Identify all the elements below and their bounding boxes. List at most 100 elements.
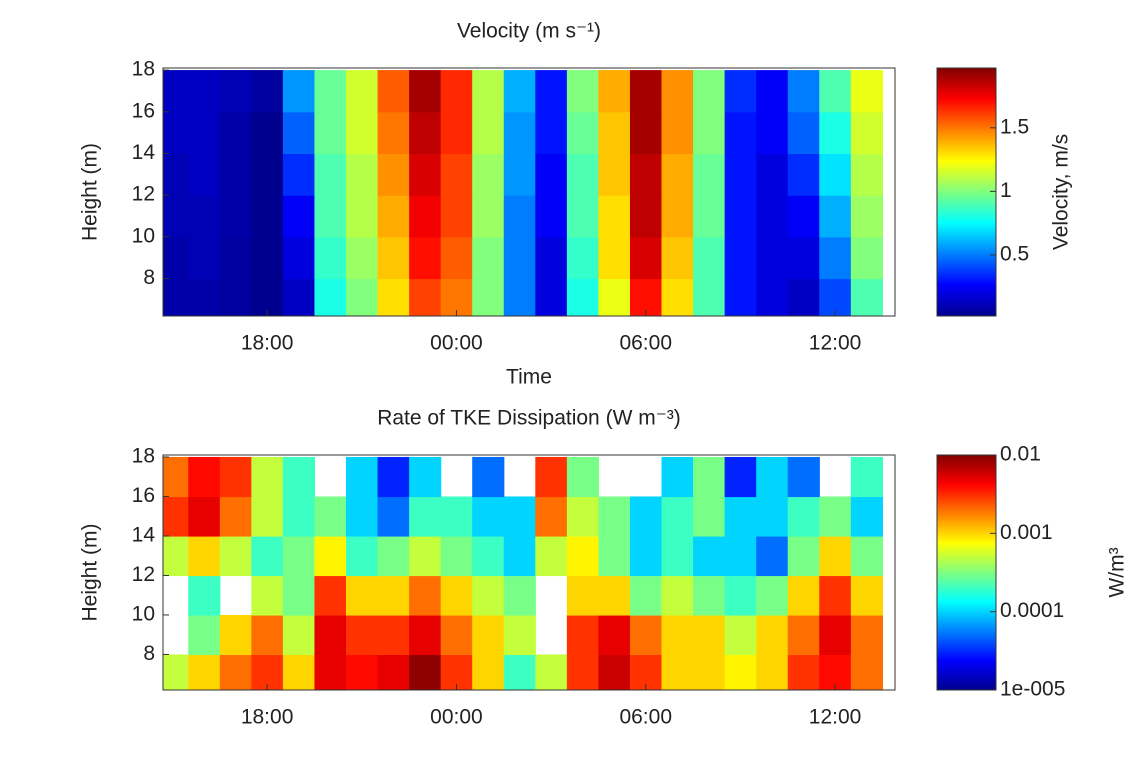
heatmap-cell [787, 614, 820, 656]
heatmap-cell [661, 111, 694, 155]
heatmap-cell [282, 575, 316, 616]
heatmap-cell [219, 153, 252, 196]
heatmap-cell [163, 654, 189, 690]
heatmap-cell [819, 195, 852, 238]
heatmap-cell [693, 236, 726, 280]
heatmap-cell [629, 153, 663, 196]
heatmap-cell [346, 111, 379, 155]
heatmap-cell [535, 278, 568, 316]
heatmap-cell [787, 575, 820, 616]
heatmap-cell [629, 278, 663, 316]
heatmap-cell [693, 111, 726, 155]
heatmap-cell [314, 535, 347, 577]
heatmap-cell [598, 111, 631, 155]
heatmap-cell [188, 278, 221, 316]
heatmap-cell [756, 496, 789, 537]
heatmap-cell [503, 111, 536, 155]
heatmap-cell [787, 70, 820, 113]
colorbar [936, 454, 997, 691]
heatmap-cell [282, 278, 316, 316]
heatmap-cell [440, 575, 473, 616]
heatmap-cell [819, 614, 852, 656]
heatmap-cell [251, 535, 284, 577]
heatmap-cell [440, 236, 473, 280]
heatmap-cell [598, 195, 631, 238]
heatmap-cell [472, 278, 505, 316]
x-axis-label: Time [506, 366, 552, 389]
plot-frame [162, 454, 896, 691]
heatmap-cell [787, 195, 820, 238]
heatmap-cell [409, 278, 442, 316]
heatmap-cell [598, 153, 631, 196]
x-tick-label: 00:00 [430, 706, 483, 729]
heatmap-cell [219, 456, 252, 498]
heatmap-cell [219, 236, 252, 280]
heatmap-cell [219, 278, 252, 316]
heatmap-cell [188, 496, 221, 537]
heatmap-cell [850, 614, 883, 656]
heatmap-cell [409, 575, 442, 616]
heatmap-cell [787, 236, 820, 280]
heatmap-cell [787, 111, 820, 155]
heatmap-cell [282, 70, 316, 113]
heatmap-cell [409, 111, 442, 155]
heatmap-cell [409, 654, 442, 690]
heatmap-cell [282, 195, 316, 238]
heatmap-cell [503, 614, 536, 656]
heatmap-cell [503, 278, 536, 316]
heatmap-cell [219, 654, 252, 690]
y-tick-label: 18 [132, 58, 155, 81]
heatmap-cell [629, 575, 663, 616]
heatmap-cell [409, 236, 442, 280]
heatmap-cell [756, 195, 789, 238]
heatmap-cell [377, 614, 410, 656]
heatmap-cell [251, 278, 284, 316]
heatmap-cell [566, 111, 600, 155]
heatmap-cell [535, 236, 568, 280]
heatmap-cell [282, 535, 316, 577]
heatmap-cell [535, 654, 568, 690]
heatmap-cell [251, 575, 284, 616]
heatmap-cell [314, 496, 347, 537]
heatmap-cell [661, 236, 694, 280]
heatmap-cell [346, 575, 379, 616]
heatmap-cell [377, 654, 410, 690]
heatmap-cell [440, 111, 473, 155]
heatmap-cell [850, 496, 883, 537]
heatmap-cell [629, 195, 663, 238]
heatmap-cell [693, 496, 726, 537]
heatmap-cell [472, 614, 505, 656]
heatmap-cell [693, 654, 726, 690]
heatmap [163, 70, 883, 316]
x-tick-label: 18:00 [241, 332, 294, 355]
heatmap-cell [188, 654, 221, 690]
heatmap-cell [409, 535, 442, 577]
heatmap-cell [535, 496, 568, 537]
heatmap-cell [503, 535, 536, 577]
heatmap-cell [314, 278, 347, 316]
heatmap-cell [756, 111, 789, 155]
heatmap-cell [346, 614, 379, 656]
heatmap-cell [409, 456, 442, 498]
heatmap-cell [377, 236, 410, 280]
colorbar-tick-label: 0.001 [1000, 521, 1053, 544]
colorbar-tick-label: 1.5 [1000, 115, 1029, 138]
heatmap-cell [188, 614, 221, 656]
heatmap-cell [314, 111, 347, 155]
heatmap-cell [377, 70, 410, 113]
heatmap-cell [314, 236, 347, 280]
heatmap-cell [188, 535, 221, 577]
heatmap-cell [535, 70, 568, 113]
heatmap-cell [693, 195, 726, 238]
colorbar-tick-label: 0.0001 [1000, 599, 1064, 622]
heatmap-cell [314, 575, 347, 616]
heatmap-cell [282, 236, 316, 280]
heatmap-cell [409, 153, 442, 196]
heatmap-cell [409, 496, 442, 537]
heatmap-cell [756, 456, 789, 498]
heatmap-cell [409, 70, 442, 113]
heatmap-cell [787, 654, 820, 690]
heatmap-cell [819, 496, 852, 537]
colorbar-tick-label: 1 [1000, 179, 1012, 202]
heatmap-cell [440, 153, 473, 196]
